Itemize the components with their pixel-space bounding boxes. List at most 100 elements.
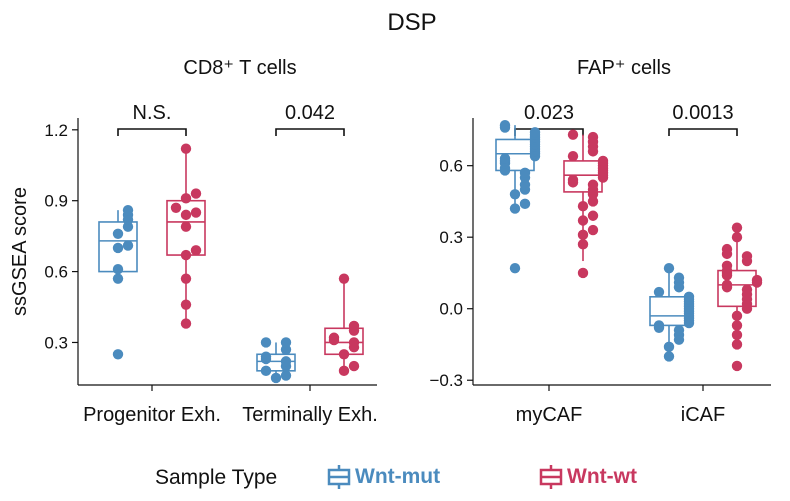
wnt-wt-data-point <box>587 131 599 143</box>
wnt-wt-data-point <box>751 274 763 286</box>
legend-label-wnt-mut: Wnt-mut <box>355 465 441 488</box>
wnt-wt-data-point <box>180 273 192 284</box>
wnt-mut-data-point <box>280 337 292 348</box>
wnt-mut-data-point <box>112 242 124 254</box>
x-tick-label: iCAF <box>681 404 725 426</box>
wnt-wt-data-point <box>587 179 599 190</box>
wnt-mut-data-point <box>122 204 134 216</box>
wnt-wt-data-point <box>731 329 743 341</box>
wnt-wt-data-point <box>567 150 579 162</box>
wnt-mut-data-point <box>112 273 124 284</box>
y-tick-label: 0.6 <box>44 263 68 282</box>
wnt-mut-box <box>256 353 296 372</box>
wnt-wt-data-point <box>731 320 743 331</box>
wnt-mut-data-point <box>673 272 685 283</box>
x-tick-label: Terminally Exh. <box>242 404 378 426</box>
legend-key-wnt-mut <box>327 465 351 489</box>
panel-subtitle: CD8⁺ T cells <box>183 57 296 79</box>
wnt-wt-data-point <box>721 279 733 291</box>
legend-title: Sample Type <box>155 466 278 489</box>
wnt-mut-data-point <box>112 228 124 239</box>
y-tick-label: 0.0 <box>439 300 463 319</box>
y-tick-label: 0.3 <box>439 228 463 247</box>
wnt-mut-data-point <box>663 351 675 362</box>
wnt-wt-data-point <box>577 215 589 226</box>
wnt-mut-data-point <box>122 240 134 251</box>
wnt-wt-box <box>717 269 757 308</box>
y-axis-label: ssGSEA score <box>9 187 31 316</box>
wnt-wt-data-point <box>338 365 350 377</box>
wnt-wt-data-point <box>721 260 733 272</box>
p-value-label: N.S. <box>133 102 172 124</box>
panel-subtitle: FAP⁺ cells <box>577 57 671 79</box>
wnt-mut-data-point <box>673 324 685 336</box>
wnt-wt-data-point <box>731 231 743 243</box>
wnt-mut-data-point <box>509 189 521 200</box>
significance-bracket <box>668 128 738 136</box>
wnt-wt-data-point <box>338 273 350 284</box>
wnt-wt-data-point <box>348 337 360 348</box>
legend-key-wnt-wt <box>539 465 563 489</box>
wnt-wt-data-point <box>731 360 743 372</box>
wnt-wt-data-point <box>348 360 360 372</box>
wnt-wt-data-point <box>180 193 192 204</box>
wnt-wt-data-point <box>587 196 599 207</box>
wnt-mut-data-point <box>683 291 695 302</box>
y-tick-label: 1.2 <box>44 121 68 140</box>
y-tick-label: 0.6 <box>439 157 463 176</box>
wnt-mut-data-point <box>509 203 521 214</box>
wnt-mut-box <box>649 295 689 327</box>
wnt-wt-data-point <box>567 129 579 140</box>
wnt-mut-data-point <box>260 351 272 362</box>
wnt-mut-data-point <box>499 119 511 131</box>
y-tick-label: 0.9 <box>44 192 68 211</box>
wnt-mut-data-point <box>280 356 292 367</box>
wnt-mut-data-point <box>112 264 124 275</box>
p-value-label: 0.023 <box>524 102 574 124</box>
y-tick-label: 0.3 <box>44 333 68 352</box>
wnt-wt-data-point <box>180 299 192 310</box>
significance-bracket <box>117 128 187 136</box>
wnt-wt-data-point <box>567 174 579 186</box>
wnt-mut-data-point <box>519 198 531 210</box>
wnt-mut-data-point <box>260 337 272 348</box>
panel-cd8-t-cells: CD8⁺ T cells 0.3 0.6 0.9 1.2 ssGSEA score Prog… <box>9 57 378 426</box>
p-value-label: 0.042 <box>285 102 335 124</box>
wnt-wt-data-point <box>190 207 202 218</box>
wnt-mut-data-point <box>529 127 541 138</box>
wnt-wt-data-point <box>721 243 733 255</box>
wnt-wt-data-point <box>328 332 340 343</box>
wnt-wt-data-point <box>587 224 599 236</box>
wnt-mut-data-point <box>663 341 675 353</box>
wnt-wt-data-point <box>577 239 589 250</box>
wnt-wt-data-point <box>338 349 350 360</box>
wnt-wt-data-point <box>170 202 182 213</box>
y-tick-label: −0.3 <box>429 371 463 390</box>
significance-bracket <box>275 128 345 136</box>
wnt-mut-data-point <box>663 262 675 274</box>
wnt-wt-data-point <box>741 284 753 295</box>
wnt-wt-data-point <box>348 320 360 332</box>
wnt-wt-data-point <box>731 310 743 322</box>
x-tick-label: myCAF <box>516 404 583 426</box>
wnt-mut-data-point <box>519 179 531 190</box>
wnt-wt-data-point <box>731 339 743 350</box>
x-tick-label: Progenitor Exh. <box>83 404 221 426</box>
wnt-mut-data-point <box>270 372 282 384</box>
wnt-mut-data-point <box>112 349 124 360</box>
wnt-wt-data-point <box>587 210 599 221</box>
legend-item-wnt-wt: Wnt-wt <box>539 464 637 490</box>
wnt-wt-data-point <box>180 221 192 232</box>
wnt-mut-data-point <box>653 286 665 298</box>
wnt-wt-data-point <box>577 229 589 241</box>
wnt-mut-data-point <box>509 262 521 274</box>
wnt-wt-data-point <box>597 155 609 167</box>
wnt-wt-data-point <box>190 188 202 199</box>
p-value-label: 0.0013 <box>672 102 733 124</box>
wnt-mut-data-point <box>280 370 292 381</box>
wnt-wt-data-point <box>577 267 589 279</box>
wnt-wt-data-point <box>180 143 192 154</box>
wnt-mut-data-point <box>653 320 665 331</box>
wnt-mut-data-point <box>260 365 272 377</box>
